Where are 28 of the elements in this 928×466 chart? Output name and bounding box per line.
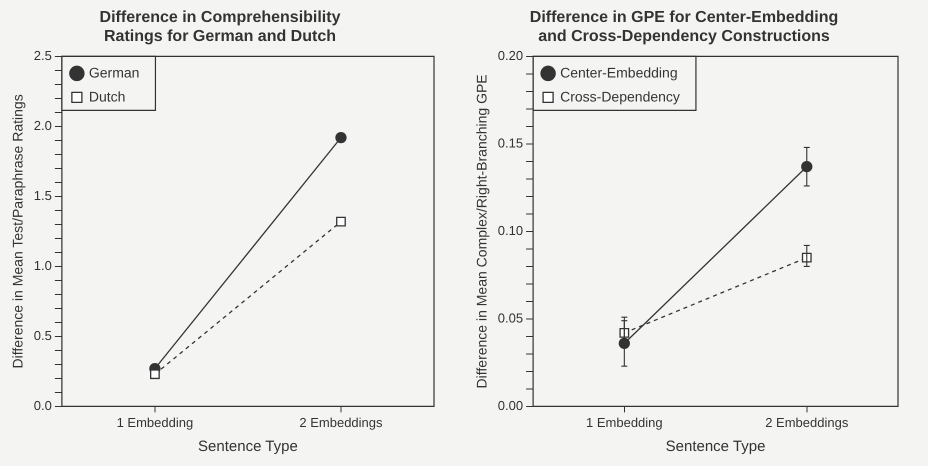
x-tick-label: 2 Embeddings <box>299 414 384 430</box>
legend-label: Dutch <box>88 88 126 104</box>
y-axis-title: Difference in Mean Test/Paraphrase Ratings <box>9 94 26 368</box>
x-tick-label: 2 Embeddings <box>765 414 849 430</box>
y-tick-label: 0.0 <box>34 398 52 413</box>
x-axis-title: Sentence Type <box>666 438 766 456</box>
legend-label: Cross-Dependency <box>560 88 680 104</box>
y-tick-label: 2.0 <box>34 118 52 133</box>
x-axis-title: Sentence Type <box>198 438 298 456</box>
y-tick-label: 0.10 <box>498 222 524 238</box>
point <box>335 132 347 144</box>
y-tick-label: 0.5 <box>34 328 52 343</box>
y-tick-label: 0.00 <box>498 398 524 413</box>
y-tick-label: 1.0 <box>34 258 52 273</box>
point <box>336 216 346 226</box>
point <box>150 369 160 380</box>
chart-title: Difference in GPE for Center-Embedding and Cross-Dependency Constructions <box>530 9 838 46</box>
legend-label: German <box>88 64 140 80</box>
x-tick-label: 1 Embedding <box>586 414 663 430</box>
y-tick-label: 0.20 <box>498 48 524 63</box>
x-tick-label: 1 Embedding <box>116 414 194 430</box>
y-tick-label: 2.5 <box>34 48 52 63</box>
y-tick-label: 0.05 <box>498 310 524 326</box>
y-tick-label: 1.5 <box>34 188 52 203</box>
legend-label: Center-Embedding <box>560 64 678 80</box>
chart-title: Difference in Comprehensibility Ratings for German and Dutch <box>100 9 341 46</box>
y-axis-title: Difference in Mean Complex/Right-Branching GPE <box>473 74 490 388</box>
y-tick-label: 0.15 <box>498 135 524 150</box>
